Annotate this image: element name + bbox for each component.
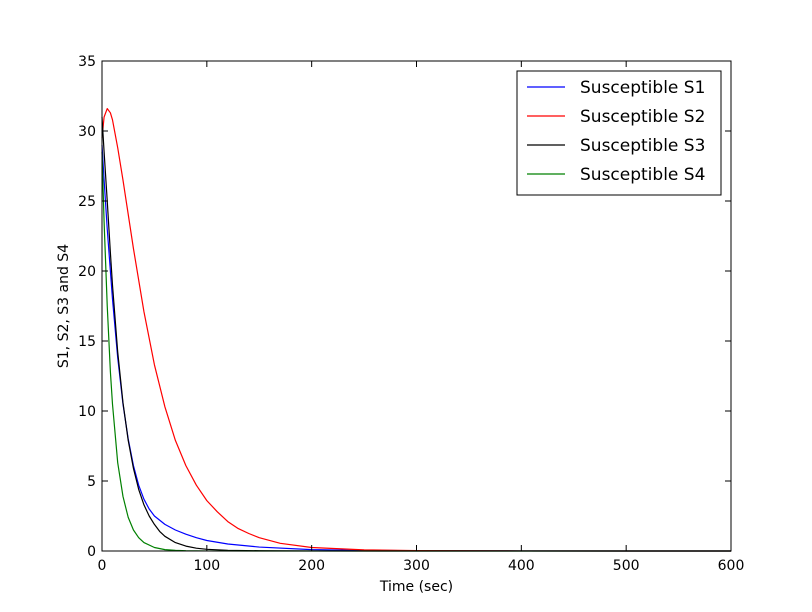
x-tick-label: 100 [193,558,220,574]
legend-label-s1: Susceptible S1 [580,78,705,98]
x-tick-label: 200 [298,558,325,574]
ticks-layer: 0 100 200 300 400 500 600 0 5 10 15 20 25 30 35 [78,54,744,574]
y-tick-label: 10 [78,404,96,420]
x-tick-label: 600 [718,558,745,574]
x-tick-label: 300 [403,558,430,574]
legend-label-s2: Susceptible S2 [580,107,705,127]
y-tick-label: 25 [78,194,96,210]
y-tick-label: 5 [87,474,96,490]
y-tick-label: 15 [78,334,96,350]
series-line-s2 [101,107,732,552]
legend-label-s4: Susceptible S4 [580,165,705,185]
x-axis-label: Time (sec) [379,579,453,595]
legend: Susceptible S1 Susceptible S2 Susceptible … [516,70,722,196]
y-tick-label: 35 [78,54,96,70]
legend-label-s3: Susceptible S3 [580,136,705,156]
y-tick-label: 0 [87,544,96,560]
y-tick-label: 30 [78,124,96,140]
x-tick-label: 400 [508,558,535,574]
y-tick-label: 20 [78,264,96,280]
x-tick-label: 500 [613,558,640,574]
y-axis-label: S1, S2, S3 and S4 [56,244,72,368]
x-tick-label: 0 [98,558,107,574]
